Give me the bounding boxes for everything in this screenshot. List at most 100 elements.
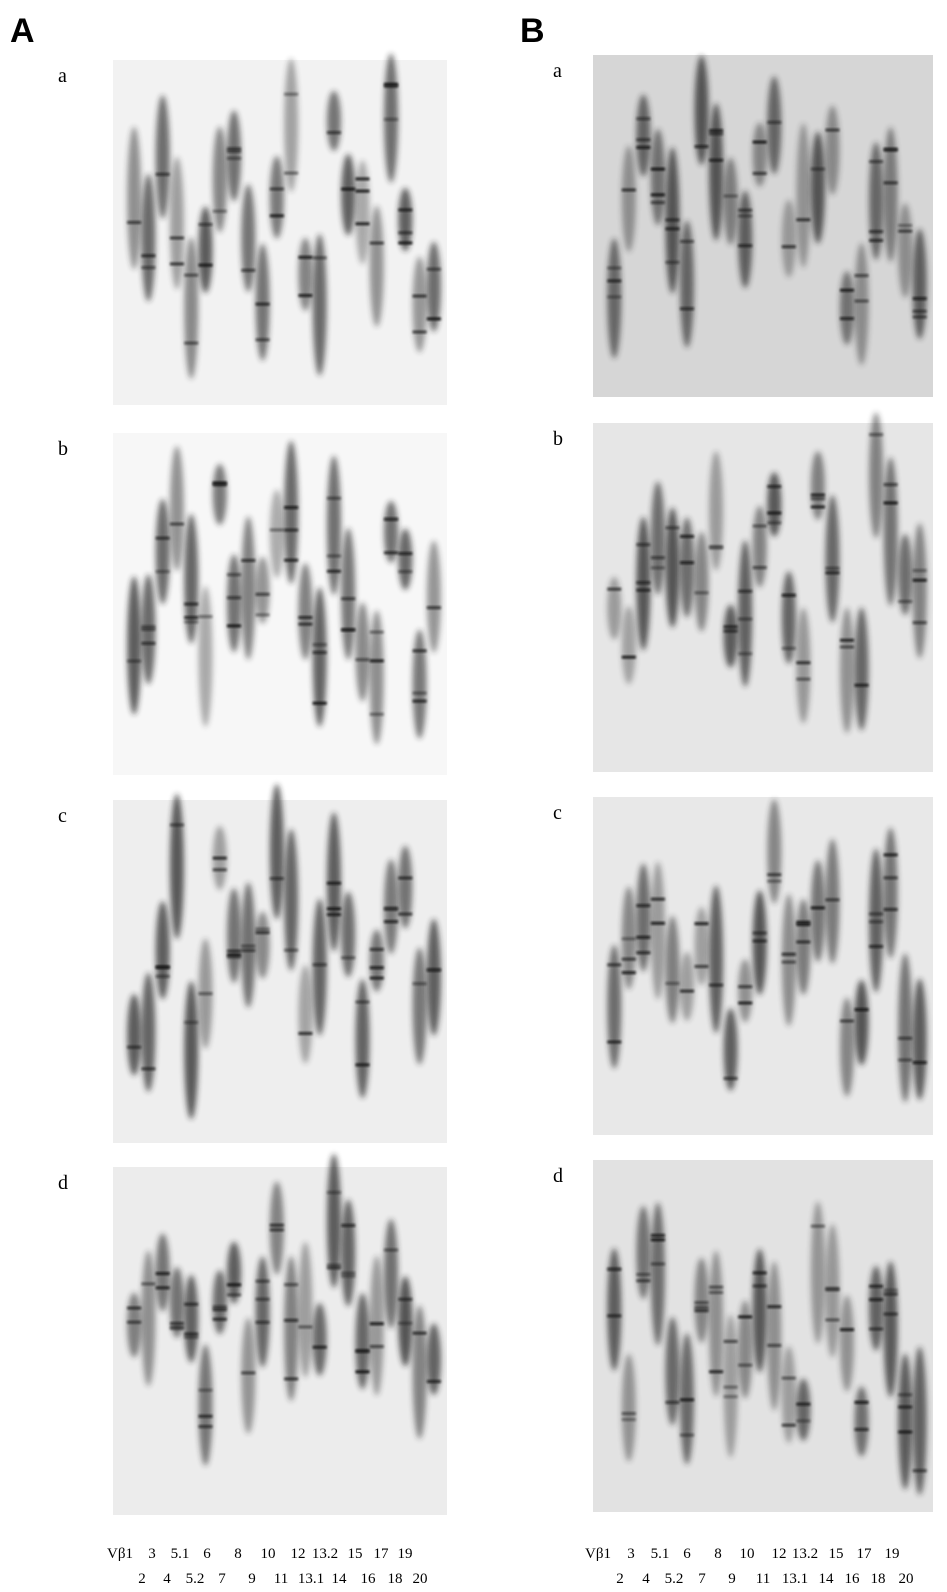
band [767,521,782,525]
band [869,920,884,924]
band [680,534,694,538]
band [227,156,242,160]
band [680,561,694,565]
band [607,587,622,591]
band [255,1297,270,1301]
lane-smear [312,234,327,376]
gel-letter: d [553,1165,563,1187]
band [355,1370,370,1374]
band [665,981,680,985]
band [810,493,825,497]
band [198,615,213,619]
lane-smear [269,784,284,920]
band [169,1327,184,1331]
lane-smear [326,455,341,596]
lane-label: 11 [274,1571,288,1587]
band [198,992,213,996]
lane-smear [621,1353,636,1462]
lane-smear [269,155,284,239]
band [752,171,767,175]
band [384,517,399,521]
lane-smear [412,629,427,739]
band [384,920,399,924]
lane-smear [312,898,327,1036]
gel-background [113,433,447,775]
band [738,617,753,621]
band [298,622,313,626]
lane-label: 15 [829,1546,844,1562]
band [840,317,854,321]
lane-smear [341,891,356,978]
band [665,526,680,530]
lane-smear [212,126,227,233]
band [650,566,665,570]
band [621,971,636,975]
band [412,691,427,695]
lane-label: 20 [413,1571,428,1587]
lane-smear [854,979,869,1066]
gel-image [593,797,933,1135]
band [738,589,753,593]
band [636,951,651,955]
lane-smear [184,1274,199,1363]
lane-label: 14 [819,1571,835,1587]
lane-label: 10 [261,1546,276,1562]
lane-smear [326,90,341,152]
lane-smear [738,959,753,1023]
band [840,288,854,292]
lane-smear [796,1378,811,1441]
lane-smear [796,898,811,995]
lane-smear [227,888,242,983]
band [869,238,884,242]
lane-smear [298,237,313,311]
band [326,913,341,917]
band [825,571,840,575]
band [869,944,884,948]
band [155,1286,170,1290]
band [781,593,796,597]
band [198,223,213,227]
lane-label: 7 [698,1571,706,1587]
band [912,1469,927,1473]
lane-label: 2 [616,1571,624,1587]
lane-smear [369,1255,384,1396]
lane-smear [781,571,796,664]
lane-label: 20 [899,1571,914,1587]
band [341,1223,356,1227]
band [255,931,270,935]
band [607,266,622,270]
band [284,171,299,175]
lane-label: 5.2 [665,1571,684,1587]
band [198,1414,213,1418]
band [709,129,724,133]
band [883,853,898,857]
band [825,1318,840,1322]
band [810,1224,825,1228]
lane-smear [198,206,213,294]
band [426,267,441,271]
band [298,294,313,298]
band [767,120,782,124]
band [869,1327,884,1331]
lane-label: 11 [756,1571,770,1587]
band [269,214,284,218]
band [184,341,199,345]
lane-smear [326,1153,341,1289]
band [650,1262,665,1266]
band [723,1076,738,1080]
lane-label: 18 [388,1571,403,1587]
lane-smear [198,586,213,727]
band [241,268,256,272]
band [212,868,227,872]
band [127,220,142,224]
lane-smear [341,1199,356,1307]
lane-label: 17 [374,1546,390,1562]
lane-smear [169,446,184,572]
band [621,937,636,941]
band [298,1325,313,1329]
band [326,1190,341,1194]
lane-smear [694,531,709,632]
lane-smear [426,241,441,332]
lane-smear [912,978,927,1101]
band [781,960,796,964]
